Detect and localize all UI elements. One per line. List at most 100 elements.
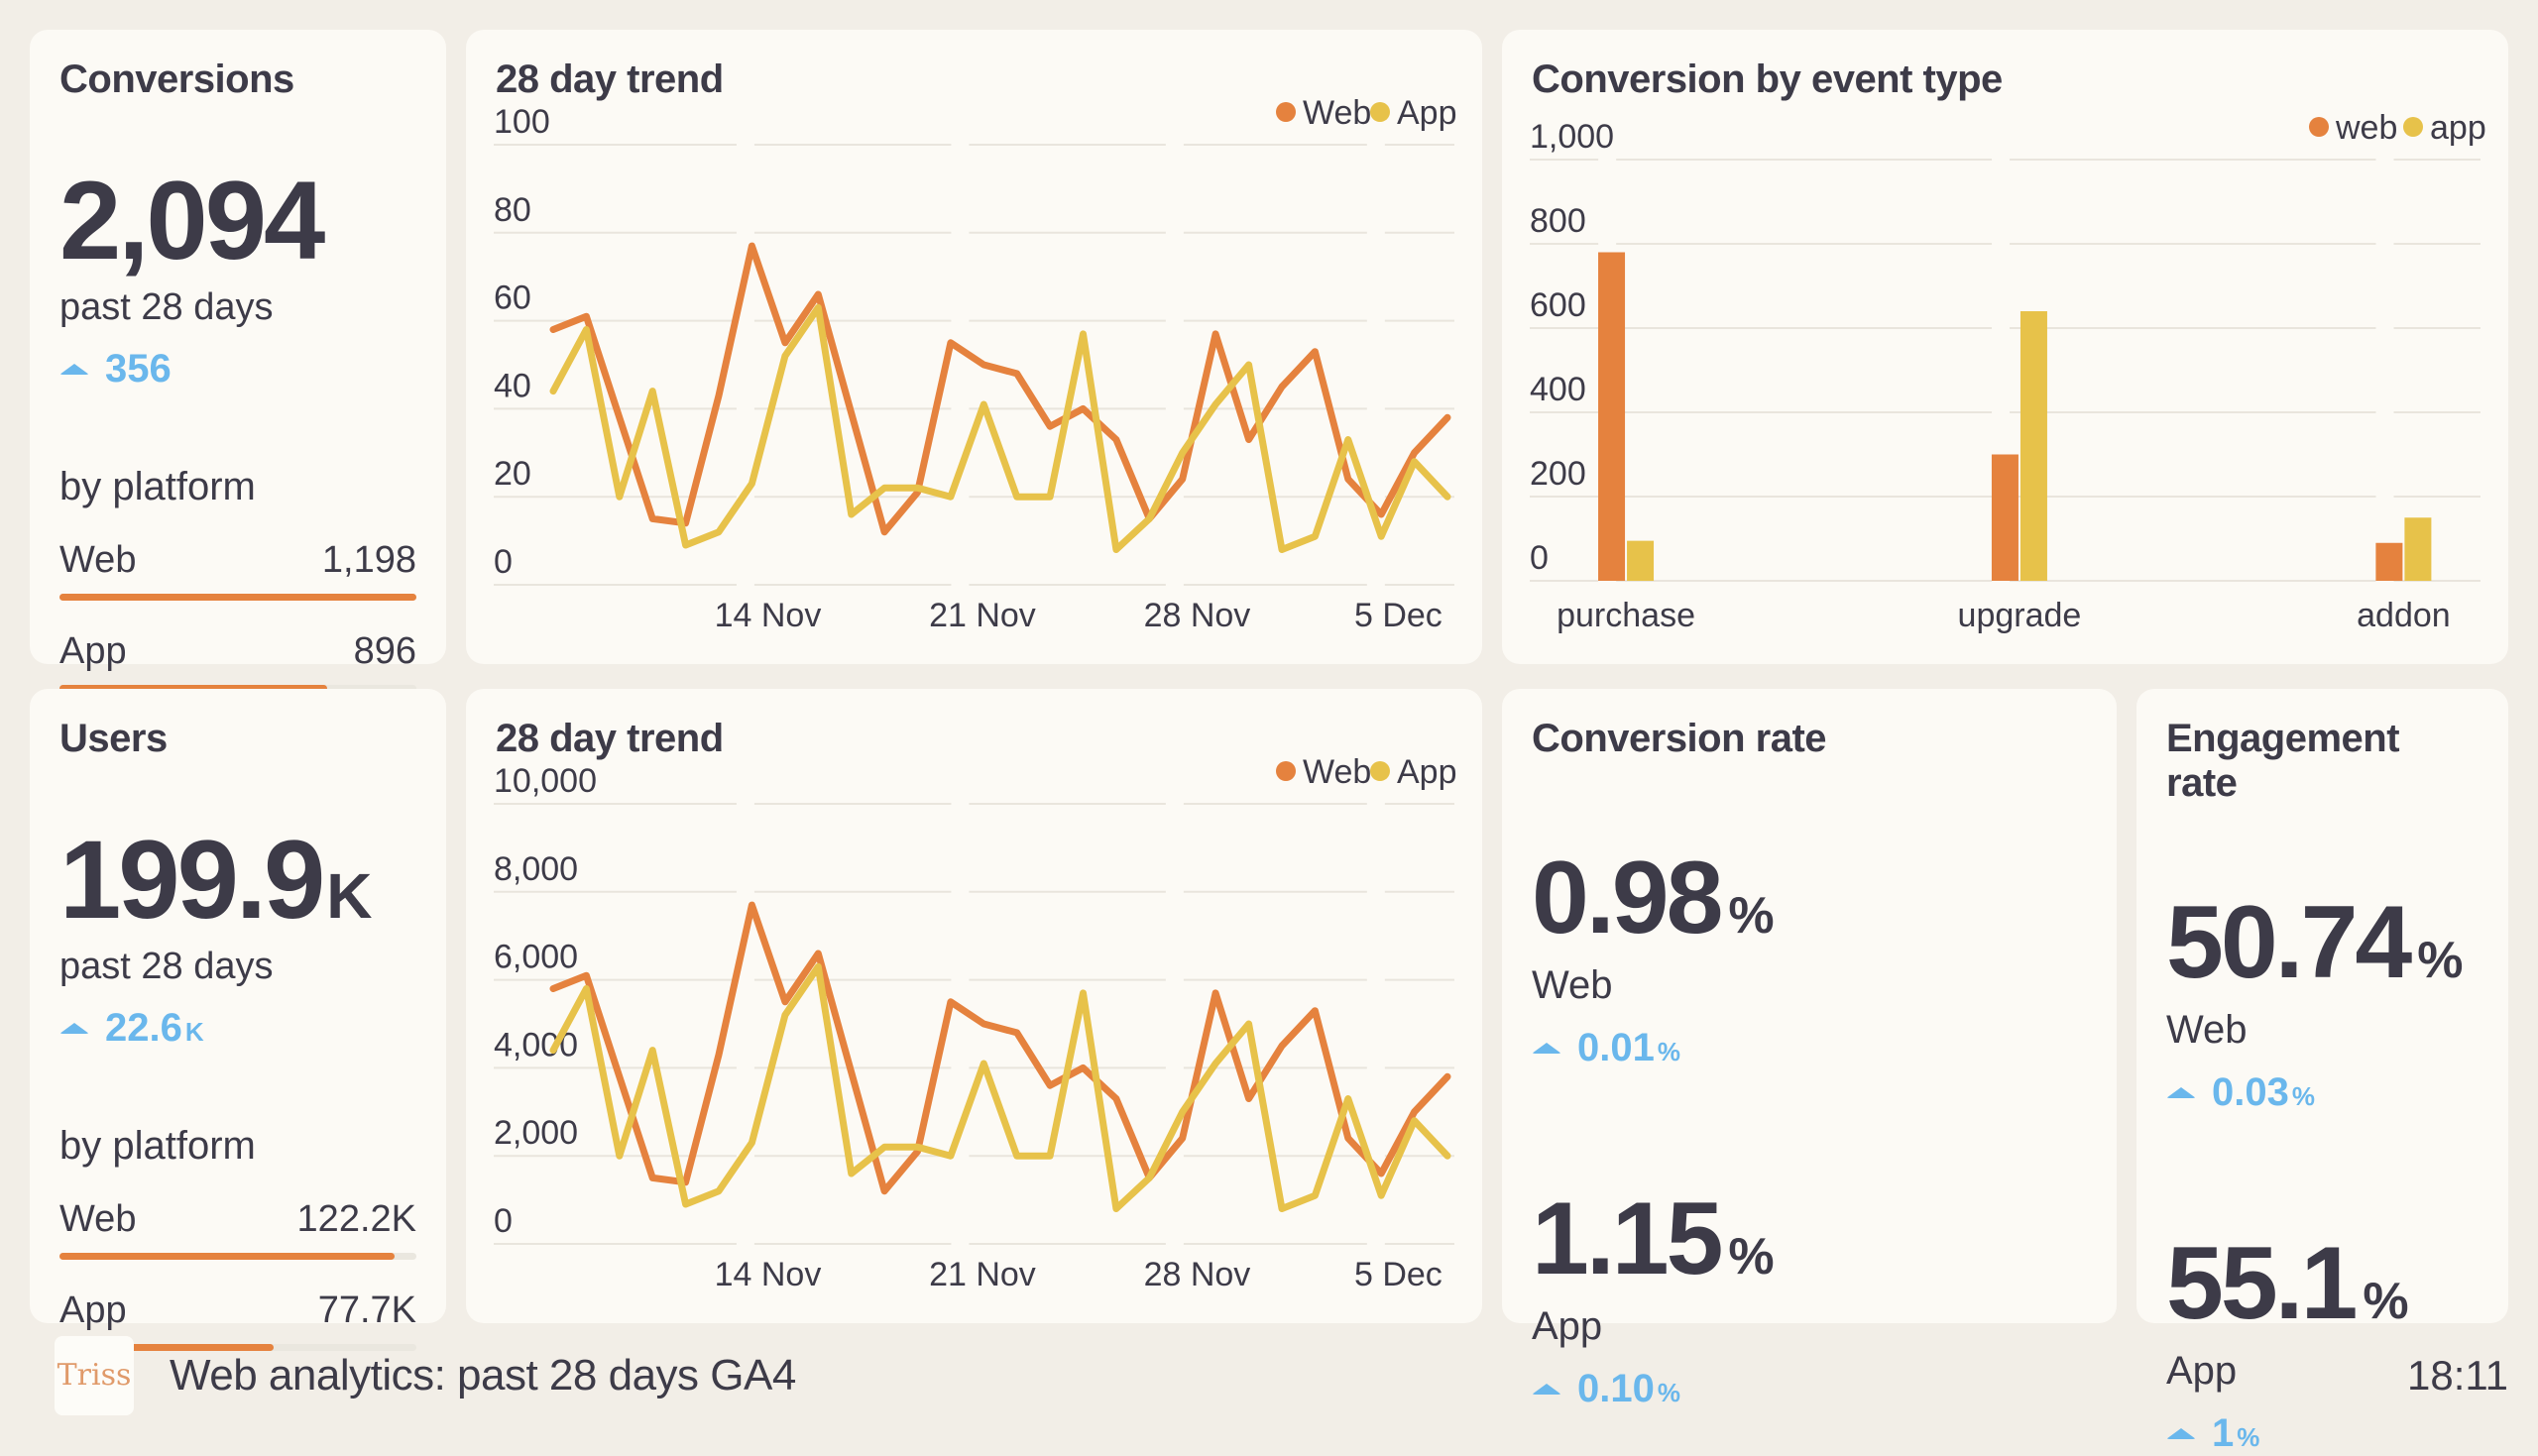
y-tick-label: 2,000: [494, 1114, 578, 1152]
y-tick-label: 6,000: [494, 939, 578, 976]
legend-label: web: [2335, 109, 2397, 147]
event-type-chart: 0 200 400 600 800 1,000 purchase upgrade addon we…: [1530, 109, 2486, 634]
platform-label: App: [59, 630, 127, 672]
rate-label: Web: [1532, 963, 1613, 1007]
x-tick-label: 5 Dec: [1354, 1256, 1442, 1293]
users-value: 199.9 K: [59, 818, 373, 942]
platform-bar-fill: [59, 1253, 396, 1260]
rate-suffix: %: [2417, 932, 2464, 989]
legend-label: App: [1397, 94, 1457, 132]
clock: 18:11: [2407, 1351, 2508, 1399]
x-tick-label: 14 Nov: [715, 597, 822, 634]
dashboard-title: Web analytics: past 28 days GA4: [170, 1350, 796, 1400]
y-tick-label: 20: [494, 455, 531, 493]
rate-label: App: [2166, 1349, 2238, 1393]
users-card: Users 199.9 K past 28 days 22.6 K by pla…: [30, 689, 446, 1351]
y-tick-label: 100: [494, 103, 550, 141]
trend-bottom-title: 28 day trend: [496, 717, 724, 760]
rate-value: 0.98: [1532, 840, 1723, 955]
y-tick-label: 0: [494, 543, 513, 581]
conversion-rate-card: Conversion rate 0.98 % Web 0.01 % 1.15 %…: [1502, 689, 2117, 1410]
by-platform-label: by platform: [59, 465, 256, 508]
rate-delta: 0.10 %: [1532, 1367, 2087, 1411]
bar-web-addon: [2375, 542, 2403, 581]
trend-top-chart: 0 20 40 60 80 100 14 Nov 21 Nov 28 Nov 5 Dec Web Ap…: [494, 94, 1457, 634]
platform-bar-track: [59, 1344, 416, 1351]
x-tick-label: purchase: [1557, 597, 1695, 634]
conversions-value: 2,094: [59, 159, 325, 282]
trend-top-card: 28 day trend 0 20 40 60 80 100 14 Nov 21 Nov 28 …: [466, 30, 1482, 664]
legend-label: app: [2430, 109, 2486, 147]
y-tick-label: 200: [1530, 455, 1586, 493]
triangle-up-icon: [59, 1023, 89, 1034]
y-tick-label: 400: [1530, 371, 1586, 408]
x-tick-label: upgrade: [1958, 597, 2082, 634]
y-tick-label: 8,000: [494, 850, 578, 888]
platform-bar-track: [59, 685, 416, 692]
y-tick-label: 1,000: [1530, 118, 1614, 156]
legend-dot: [1276, 102, 1296, 122]
x-tick-label: 21 Nov: [929, 1256, 1036, 1293]
legend-dot: [2309, 117, 2329, 137]
rate-value: 1.15: [1532, 1181, 1723, 1296]
rate-suffix: %: [1728, 1228, 1775, 1286]
platform-value: 122.2K: [296, 1198, 416, 1240]
event-type-card: Conversion by event type 0 200 400 600 800 1,…: [1502, 30, 2508, 664]
platform-value: 896: [353, 630, 416, 672]
platform-row-web: Web 122.2K: [59, 1198, 416, 1260]
triangle-up-icon: [2166, 1087, 2196, 1098]
users-delta: 22.6 K: [59, 1006, 416, 1051]
rate-value: 55.1: [2166, 1226, 2358, 1341]
event-type-title: Conversion by event type: [1532, 57, 2003, 101]
y-tick-label: 80: [494, 191, 531, 229]
x-tick-label: addon: [2357, 597, 2451, 634]
trend-bottom-card: 28 day trend 0 2,000 4,000 6,000 8,000 10,000…: [466, 689, 1482, 1323]
rate-label: Web: [2166, 1008, 2248, 1052]
rate-entry-web: 50.74 % Web 0.03 %: [2166, 891, 2479, 1115]
platform-value: 1,198: [321, 539, 416, 581]
legend-dot: [1276, 761, 1296, 781]
legend-label: Web: [1303, 94, 1371, 132]
rate-value: 50.74: [2166, 885, 2412, 1000]
triangle-up-icon: [2166, 1428, 2196, 1439]
platform-value: 77.7K: [317, 1289, 416, 1331]
y-tick-label: 800: [1530, 202, 1586, 240]
conversions-period: past 28 days: [59, 286, 274, 328]
triss-logo: Triss: [55, 1335, 134, 1415]
users-period: past 28 days: [59, 946, 274, 987]
platform-row-app: App 77.7K: [59, 1289, 416, 1351]
rate-suffix: %: [2363, 1273, 2409, 1330]
y-tick-label: 10,000: [494, 762, 597, 800]
platform-bar-fill: [59, 594, 416, 601]
platform-bar-track: [59, 594, 416, 601]
platform-label: Web: [59, 539, 137, 581]
engagement-rate-card: Engagement rate 50.74 % Web 0.03 % 55.1 …: [2136, 689, 2508, 1455]
legend-dot: [2403, 117, 2423, 137]
triangle-up-icon: [1532, 1384, 1561, 1395]
y-tick-label: 0: [494, 1202, 513, 1240]
x-tick-label: 5 Dec: [1354, 597, 1442, 634]
conversions-card-title: Conversions: [59, 57, 294, 101]
y-tick-label: 0: [1530, 539, 1549, 577]
series-web: [549, 901, 1451, 1195]
series-app: [549, 962, 1451, 1212]
x-tick-label: 28 Nov: [1144, 1256, 1251, 1293]
trend-top-title: 28 day trend: [496, 57, 724, 101]
triangle-up-icon: [1532, 1043, 1561, 1054]
platform-label: App: [59, 1289, 127, 1331]
rate-delta: 0.01 %: [1532, 1026, 2087, 1070]
rate-suffix: %: [1728, 887, 1775, 945]
legend-dot: [1370, 761, 1390, 781]
conversions-delta: 356: [59, 347, 416, 392]
x-tick-label: 21 Nov: [929, 597, 1036, 634]
by-platform-label: by platform: [59, 1124, 256, 1168]
platform-bar-fill: [59, 685, 327, 692]
legend-dot: [1370, 102, 1390, 122]
platform-bar-track: [59, 1253, 416, 1260]
platform-label: Web: [59, 1198, 137, 1240]
y-tick-label: 60: [494, 280, 531, 317]
users-card-title: Users: [59, 717, 168, 760]
triangle-up-icon: [59, 364, 89, 375]
